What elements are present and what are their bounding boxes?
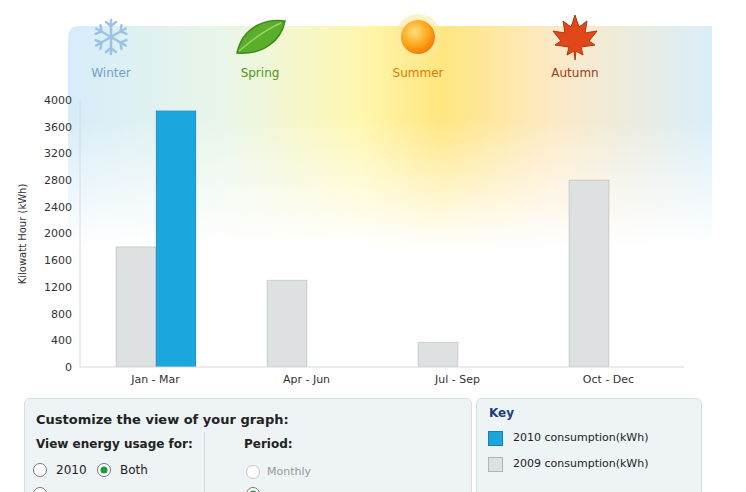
svg-text:2800: 2800 (44, 174, 72, 187)
svg-text:2400: 2400 (44, 201, 72, 214)
html-text:Both: Both (120, 463, 148, 477)
html-text:2010: 2010 (56, 463, 87, 477)
svg-text:3200: 3200 (44, 147, 72, 160)
html-text:Winter: Winter (91, 66, 131, 80)
html-text:Summer: Summer (392, 66, 444, 80)
svg-text:Oct - Dec: Oct - Dec (583, 373, 634, 386)
svg-text:400: 400 (51, 334, 72, 347)
html-text:Kilowatt Hour (kWh): Kilowatt Hour (kWh) (16, 183, 28, 285)
svg-text:800: 800 (51, 308, 72, 321)
html-text:Key: Key (489, 406, 515, 420)
svg-text:Jul - Sep: Jul - Sep (434, 373, 480, 386)
svg-text:4000: 4000 (44, 94, 72, 107)
html-text:2010 consumption(kWh): 2010 consumption(kWh) (513, 431, 649, 444)
svg-text:0: 0 (65, 361, 72, 374)
svg-text:1200: 1200 (44, 281, 72, 294)
html-text:View energy usage for:: View energy usage for: (36, 437, 193, 451)
html-text:Period:: Period: (244, 437, 293, 451)
html-text:Spring: Spring (240, 66, 280, 80)
svg-text:3600: 3600 (44, 121, 72, 134)
svg-text:Jan - Mar: Jan - Mar (130, 373, 180, 386)
html-text:Autumn: Autumn (551, 66, 599, 80)
html-text:Customize the view of your gra: Customize the view of your graph: (36, 412, 289, 427)
svg-text:1600: 1600 (44, 254, 72, 267)
html-text:Monthly: Monthly (267, 465, 311, 478)
svg-text:2000: 2000 (44, 227, 72, 240)
svg-text:Apr - Jun: Apr - Jun (283, 373, 330, 386)
html-text:2009 consumption(kWh): 2009 consumption(kWh) (513, 457, 649, 470)
